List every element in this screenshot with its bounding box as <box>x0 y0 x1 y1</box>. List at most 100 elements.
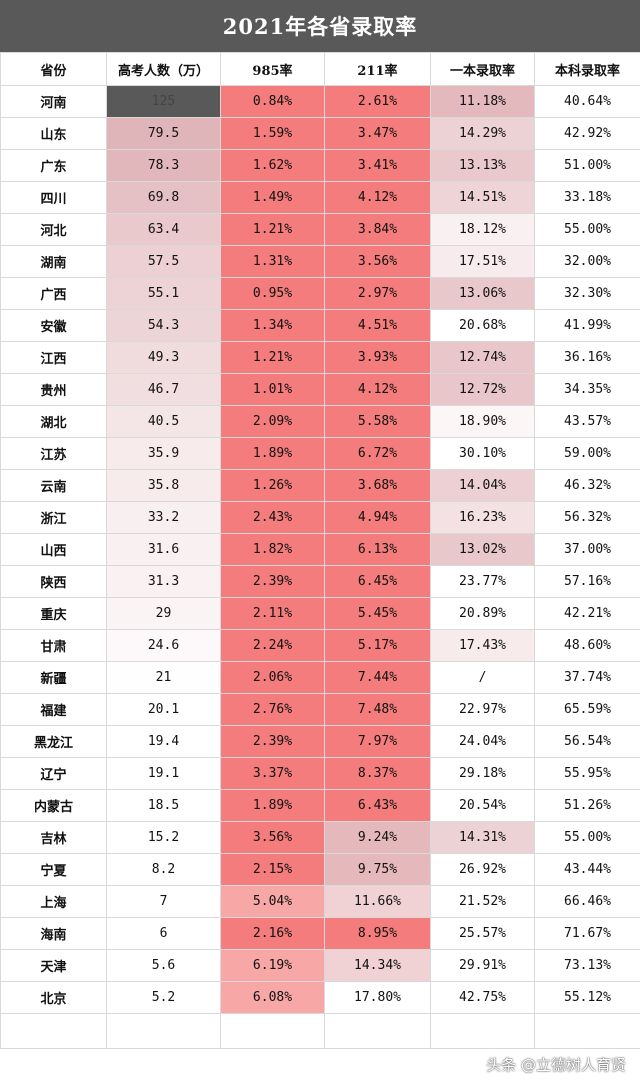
rate-tier1-cell: 21.52% <box>430 885 535 918</box>
rate-bachelor-cell: 55.00% <box>534 213 640 246</box>
rate-bachelor-cell: 71.67% <box>534 917 640 950</box>
province-cell: 山西 <box>0 533 107 566</box>
exam-takers-cell: 19.1 <box>106 757 221 790</box>
rate-985-cell: 0.84% <box>220 85 325 118</box>
exam-takers-cell: 49.3 <box>106 341 221 374</box>
rate-tier1-cell: 20.68% <box>430 309 535 342</box>
rate-bachelor-cell: 40.64% <box>534 85 640 118</box>
rate-tier1-cell: 29.18% <box>430 757 535 790</box>
province-cell: 福建 <box>0 693 107 726</box>
exam-takers-cell: 125 <box>106 85 221 118</box>
admission-rate-table: 省份 高考人数（万） 985率 211率 一本录取率 本科录取率 河南 125 0.… <box>0 52 640 1049</box>
rate-985-cell: 5.04% <box>220 885 325 918</box>
province-cell: 河北 <box>0 213 107 246</box>
rate-985-cell: 2.39% <box>220 725 325 758</box>
table-row: 甘肃 24.6 2.24% 5.17% 17.43% 48.60% <box>0 629 640 662</box>
province-cell: 海南 <box>0 917 107 950</box>
table-row: 云南 35.8 1.26% 3.68% 14.04% 46.32% <box>0 469 640 502</box>
exam-takers-cell: 35.9 <box>106 437 221 470</box>
rate-bachelor-cell: 42.21% <box>534 597 640 630</box>
rate-tier1-cell: 11.18% <box>430 85 535 118</box>
rate-bachelor-cell: 48.60% <box>534 629 640 662</box>
table-row: 黑龙江 19.4 2.39% 7.97% 24.04% 56.54% <box>0 725 640 758</box>
table-row: 贵州 46.7 1.01% 4.12% 12.72% 34.35% <box>0 373 640 406</box>
rate-985-cell: 1.82% <box>220 533 325 566</box>
rate-bachelor-cell: 43.57% <box>534 405 640 438</box>
rate-bachelor-cell: 55.00% <box>534 821 640 854</box>
rate-211-cell: 7.48% <box>324 693 431 726</box>
rate-bachelor-cell: 73.13% <box>534 949 640 982</box>
rate-985-cell: 2.43% <box>220 501 325 534</box>
exam-takers-cell: 24.6 <box>106 629 221 662</box>
exam-takers-cell: 7 <box>106 885 221 918</box>
exam-takers-cell: 5.2 <box>106 981 221 1014</box>
exam-takers-cell: 78.3 <box>106 149 221 182</box>
table-row: 辽宁 19.1 3.37% 8.37% 29.18% 55.95% <box>0 757 640 790</box>
province-cell: 新疆 <box>0 661 107 694</box>
rate-bachelor-cell: 41.99% <box>534 309 640 342</box>
province-cell: 广西 <box>0 277 107 310</box>
province-cell: 贵州 <box>0 373 107 406</box>
empty-cell <box>430 1013 535 1049</box>
province-cell: 江西 <box>0 341 107 374</box>
rate-tier1-cell: 14.31% <box>430 821 535 854</box>
rate-bachelor-cell: 32.00% <box>534 245 640 278</box>
rate-985-cell: 6.19% <box>220 949 325 982</box>
rate-985-cell: 1.49% <box>220 181 325 214</box>
rate-bachelor-cell: 65.59% <box>534 693 640 726</box>
rate-985-cell: 1.89% <box>220 437 325 470</box>
rate-tier1-cell: 30.10% <box>430 437 535 470</box>
table-row: 陕西 31.3 2.39% 6.45% 23.77% 57.16% <box>0 565 640 598</box>
rate-bachelor-cell: 51.26% <box>534 789 640 822</box>
rate-tier1-cell: 18.12% <box>430 213 535 246</box>
rate-211-cell: 2.61% <box>324 85 431 118</box>
table-row: 安徽 54.3 1.34% 4.51% 20.68% 41.99% <box>0 309 640 342</box>
rate-211-cell: 4.12% <box>324 373 431 406</box>
rate-211-cell: 7.44% <box>324 661 431 694</box>
rate-985-cell: 1.01% <box>220 373 325 406</box>
rate-bachelor-cell: 55.95% <box>534 757 640 790</box>
rate-211-cell: 4.51% <box>324 309 431 342</box>
table-row: 江苏 35.9 1.89% 6.72% 30.10% 59.00% <box>0 437 640 470</box>
empty-cell <box>534 1013 640 1049</box>
rate-211-cell: 5.17% <box>324 629 431 662</box>
rate-tier1-cell: 13.06% <box>430 277 535 310</box>
table-row: 河北 63.4 1.21% 3.84% 18.12% 55.00% <box>0 213 640 246</box>
rate-985-cell: 3.56% <box>220 821 325 854</box>
province-cell: 云南 <box>0 469 107 502</box>
rate-211-cell: 9.75% <box>324 853 431 886</box>
table-row: 福建 20.1 2.76% 7.48% 22.97% 65.59% <box>0 693 640 726</box>
header-tier1-rate: 一本录取率 <box>430 52 535 86</box>
rate-bachelor-cell: 57.16% <box>534 565 640 598</box>
rate-211-cell: 5.45% <box>324 597 431 630</box>
rate-985-cell: 3.37% <box>220 757 325 790</box>
province-cell: 宁夏 <box>0 853 107 886</box>
rate-tier1-cell: 14.29% <box>430 117 535 150</box>
rate-211-cell: 11.66% <box>324 885 431 918</box>
empty-cell <box>324 1013 431 1049</box>
empty-cell <box>106 1013 221 1049</box>
rate-tier1-cell: 20.54% <box>430 789 535 822</box>
rate-211-cell: 3.84% <box>324 213 431 246</box>
page-title: 2021年各省录取率 <box>0 0 640 52</box>
exam-takers-cell: 5.6 <box>106 949 221 982</box>
rate-211-cell: 3.41% <box>324 149 431 182</box>
province-cell: 湖南 <box>0 245 107 278</box>
rate-tier1-cell: 16.23% <box>430 501 535 534</box>
table-row: 海南 6 2.16% 8.95% 25.57% 71.67% <box>0 917 640 950</box>
rate-985-cell: 1.34% <box>220 309 325 342</box>
rate-bachelor-cell: 37.00% <box>534 533 640 566</box>
province-cell: 河南 <box>0 85 107 118</box>
rate-211-cell: 8.37% <box>324 757 431 790</box>
rate-tier1-cell: 13.02% <box>430 533 535 566</box>
exam-takers-cell: 46.7 <box>106 373 221 406</box>
rate-211-cell: 2.97% <box>324 277 431 310</box>
rate-tier1-cell: 13.13% <box>430 149 535 182</box>
province-cell: 天津 <box>0 949 107 982</box>
header-exam-takers: 高考人数（万） <box>106 52 221 86</box>
rate-985-cell: 1.21% <box>220 341 325 374</box>
province-cell: 辽宁 <box>0 757 107 790</box>
rate-bachelor-cell: 36.16% <box>534 341 640 374</box>
rate-211-cell: 6.72% <box>324 437 431 470</box>
exam-takers-cell: 54.3 <box>106 309 221 342</box>
